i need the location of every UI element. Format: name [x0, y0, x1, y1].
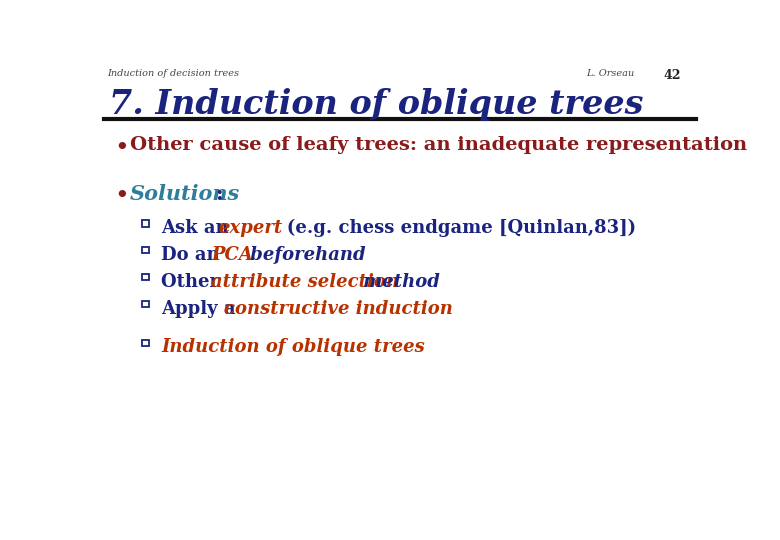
Text: Apply a: Apply a	[161, 300, 242, 318]
Text: Do an: Do an	[161, 246, 226, 264]
Text: •: •	[115, 184, 129, 208]
Text: PCA: PCA	[211, 246, 254, 264]
Text: Solutions: Solutions	[130, 184, 240, 204]
Text: •: •	[115, 137, 129, 160]
Text: 42: 42	[663, 69, 681, 82]
Text: constructive induction: constructive induction	[224, 300, 452, 318]
Text: L. Orseau: L. Orseau	[586, 69, 634, 78]
Text: beforehand: beforehand	[244, 246, 365, 264]
Bar	[143, 247, 149, 253]
Text: Ask an: Ask an	[161, 219, 235, 237]
Text: 7. Induction of oblique trees: 7. Induction of oblique trees	[109, 88, 644, 121]
Text: Induction of decision trees: Induction of decision trees	[107, 69, 239, 78]
Text: method: method	[356, 273, 439, 291]
Text: (e.g. chess endgame [Quinlan,83]): (e.g. chess endgame [Quinlan,83])	[268, 219, 636, 237]
Bar	[143, 301, 149, 307]
Text: attribute selection: attribute selection	[211, 273, 399, 291]
Text: Induction of oblique trees: Induction of oblique trees	[161, 338, 425, 356]
Text: Other: Other	[161, 273, 225, 291]
Text: expert: expert	[218, 219, 282, 237]
Text: Other cause of leafy trees: an inadequate representation: Other cause of leafy trees: an inadequat…	[130, 137, 747, 154]
Bar	[143, 220, 149, 226]
Bar	[143, 274, 149, 280]
Text: :: :	[215, 184, 223, 204]
Bar	[143, 340, 149, 346]
